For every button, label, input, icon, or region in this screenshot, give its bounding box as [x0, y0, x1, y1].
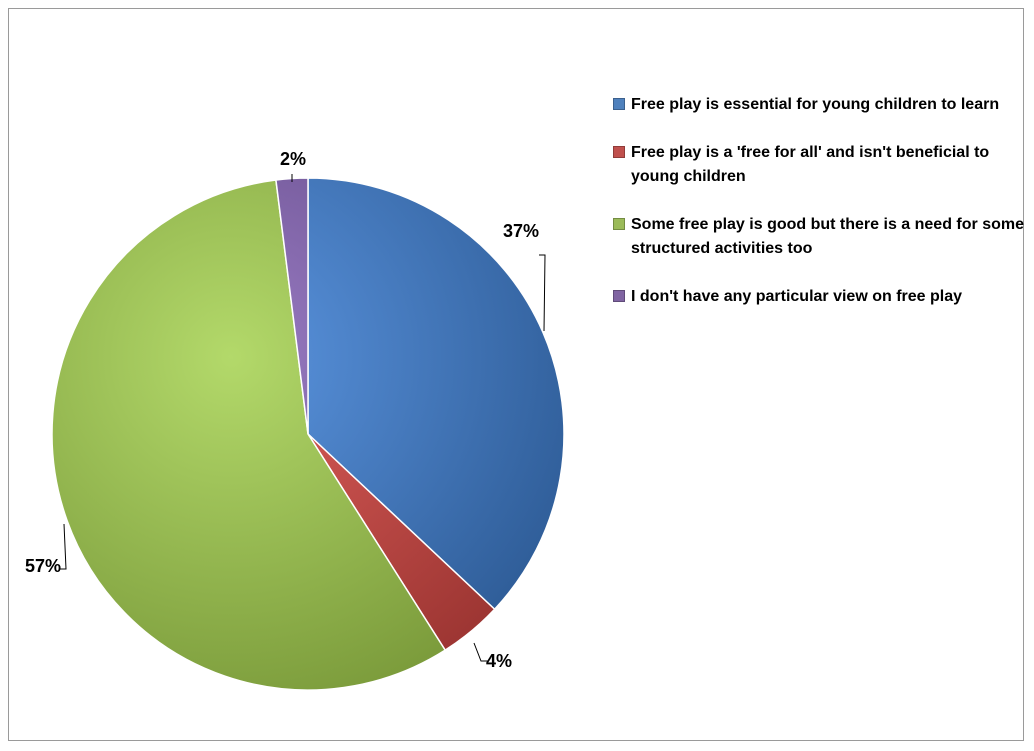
data-label-1: 37%	[503, 221, 539, 241]
leader-line-3	[59, 523, 67, 570]
legend-item-structured: Some free play is good but there is a ne…	[613, 213, 1033, 261]
pie-slice-3	[51, 179, 447, 691]
legend: Free play is essential for young childre…	[613, 93, 1033, 333]
leader-line-2	[473, 642, 489, 662]
legend-label: Free play is essential for young childre…	[631, 96, 1000, 113]
legend-label: I don't have any particular view on free…	[631, 288, 963, 305]
legend-swatch-red	[613, 146, 625, 158]
legend-label: Free play is a 'free for all' and isn't …	[631, 144, 990, 185]
legend-swatch-purple	[613, 290, 625, 302]
legend-swatch-green	[613, 218, 625, 230]
legend-label: Some free play is good but there is a ne…	[631, 216, 1024, 257]
legend-item-no-view: I don't have any particular view on free…	[613, 285, 1033, 309]
pie-slice-1	[307, 177, 565, 611]
chart-frame: 37% 4% 57% 2% Free play is essential for yo…	[8, 8, 1024, 741]
data-label-3: 57%	[25, 556, 61, 576]
legend-item-free-for-all: Free play is a 'free for all' and isn't …	[613, 141, 1033, 189]
legend-item-essential: Free play is essential for young childre…	[613, 93, 1033, 117]
data-label-4: 2%	[280, 149, 306, 169]
pie-chart: 37% 4% 57% 2%	[25, 149, 565, 691]
pie-slices	[51, 177, 565, 691]
leader-lines	[59, 174, 546, 662]
data-labels: 37% 4% 57% 2%	[25, 149, 539, 671]
leader-line-1	[539, 254, 546, 332]
data-label-2: 4%	[486, 651, 512, 671]
legend-swatch-blue	[613, 98, 625, 110]
